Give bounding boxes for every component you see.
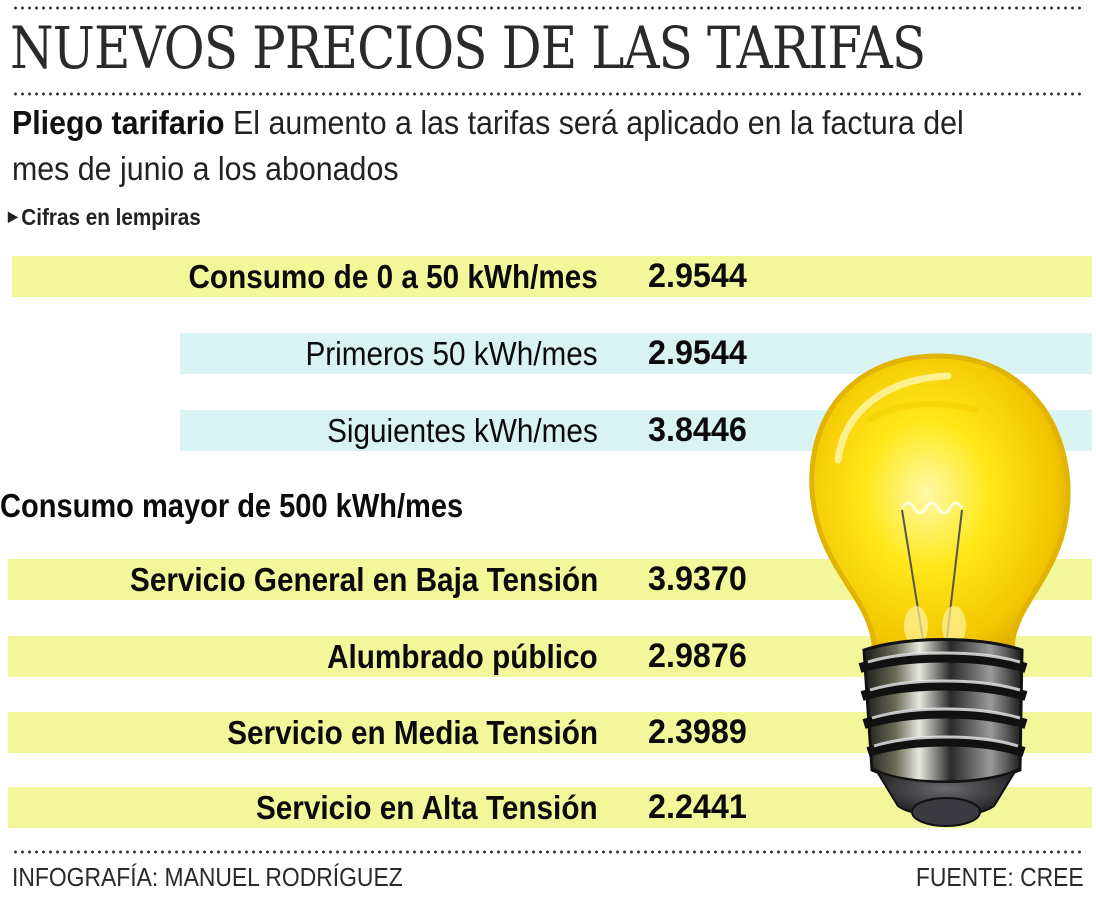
row-label: Alumbrado público xyxy=(327,638,598,675)
subtitle-lead: Pliego tarifario xyxy=(12,104,225,141)
row-value: 2.9544 xyxy=(648,257,747,295)
units-note: ▶ Cifras en lempiras xyxy=(8,204,201,231)
row-value: 3.8446 xyxy=(648,411,747,449)
triangle-right-icon: ▶ xyxy=(8,208,18,224)
row-label: Primeros 50 kWh/mes xyxy=(305,335,598,372)
row-value: 2.2441 xyxy=(648,788,747,826)
row-label: Siguientes kWh/mes xyxy=(327,412,598,449)
units-note-text: Cifras en lempiras xyxy=(21,204,201,230)
subtitle: Pliego tarifario El aumento a las tarifa… xyxy=(12,100,1006,192)
page-title: NUEVOS PRECIOS DE LAS TARIFAS xyxy=(10,14,926,82)
footer-dotted-divider xyxy=(12,850,1084,854)
row-band xyxy=(12,256,1092,297)
row-label: Servicio en Alta Tensión xyxy=(256,789,598,826)
light-bulb-icon xyxy=(809,353,1071,827)
row-value: 3.9370 xyxy=(648,560,747,598)
row-value: 2.9876 xyxy=(648,637,747,675)
row-label: Servicio en Media Tensión xyxy=(227,714,598,751)
row-value: 2.9544 xyxy=(648,334,747,372)
row-label: Consumo de 0 a 50 kWh/mes xyxy=(188,258,598,295)
data-source: FUENTE: CREE xyxy=(916,862,1084,892)
infographic-credit: INFOGRAFÍA: MANUEL RODRÍGUEZ xyxy=(12,862,403,892)
title-dotted-divider xyxy=(12,92,1084,96)
row-label: Servicio General en Baja Tensión xyxy=(129,561,598,598)
row-value: 2.3989 xyxy=(648,713,747,751)
top-dotted-divider xyxy=(12,6,1084,10)
section-heading: Consumo mayor de 500 kWh/mes xyxy=(0,487,464,524)
subtitle-text: El aumento a las tarifas será aplicado e… xyxy=(12,104,964,187)
